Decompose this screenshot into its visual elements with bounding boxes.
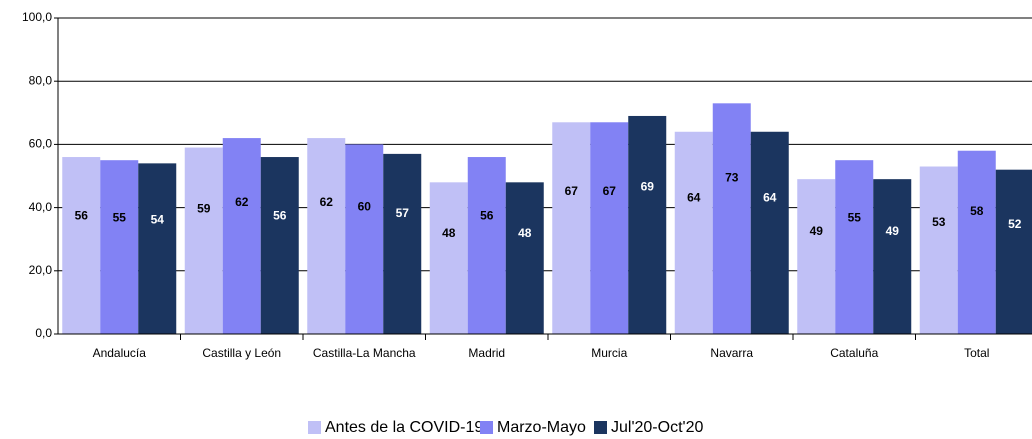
bar [62,157,101,334]
bar [835,160,874,334]
data-label: 49 [810,224,824,238]
data-label: 62 [235,195,249,209]
data-label: 56 [75,208,89,222]
bar [750,131,789,334]
bar [307,138,346,334]
data-label: 55 [113,211,127,225]
bar [552,122,591,334]
y-tick-label: 100,0 [22,10,52,24]
x-tick-label: Cataluña [830,346,878,360]
legend-label: Jul'20-Oct'20 [611,419,703,436]
bar [383,153,422,334]
x-tick-label: Total [964,346,989,360]
data-label: 53 [932,215,946,229]
legend-swatch [480,421,493,434]
data-label: 73 [725,171,739,185]
bar [995,169,1032,334]
bar [919,166,958,334]
data-label: 57 [396,206,410,220]
data-label: 67 [565,184,579,198]
legend-swatch [594,421,607,434]
bar [100,160,139,334]
y-tick-label: 20,0 [29,263,53,277]
data-label: 67 [603,184,617,198]
bar [590,122,629,334]
x-tick-label: Murcia [591,346,627,360]
data-label: 49 [886,224,900,238]
x-tick-label: Andalucía [93,346,147,360]
bar [222,138,261,334]
y-tick-label: 40,0 [29,200,53,214]
bar [873,179,912,334]
bar [429,182,468,334]
bar [957,150,996,334]
data-label: 48 [518,226,532,240]
data-label: 48 [442,226,456,240]
y-tick-label: 80,0 [29,73,53,87]
bar [138,163,177,334]
y-tick-label: 0,0 [35,326,52,340]
bar [345,144,384,334]
legend-label: Antes de la COVID-19 [325,419,483,436]
data-label: 60 [358,199,372,213]
bar [184,147,223,334]
x-tick-label: Castilla-La Mancha [313,346,416,360]
data-label: 56 [273,208,287,222]
data-label: 52 [1008,217,1022,231]
bar [674,131,713,334]
data-label: 55 [848,211,862,225]
legend-label: Marzo-Mayo [497,419,586,436]
bar [467,157,506,334]
bar [260,157,299,334]
bar [505,182,544,334]
x-tick-label: Madrid [468,346,505,360]
data-label: 54 [151,213,165,227]
bar [712,103,751,334]
data-label: 56 [480,208,494,222]
data-label: 69 [641,180,655,194]
data-label: 64 [763,191,777,205]
bar [797,179,836,334]
bar [628,115,667,335]
data-label: 62 [320,195,334,209]
data-label: 58 [970,204,984,218]
data-label: 64 [687,191,701,205]
x-tick-label: Castilla y León [202,346,281,360]
legend-swatch [308,421,321,434]
data-label: 59 [197,202,211,216]
y-tick-label: 60,0 [29,137,53,151]
x-tick-label: Navarra [710,346,753,360]
